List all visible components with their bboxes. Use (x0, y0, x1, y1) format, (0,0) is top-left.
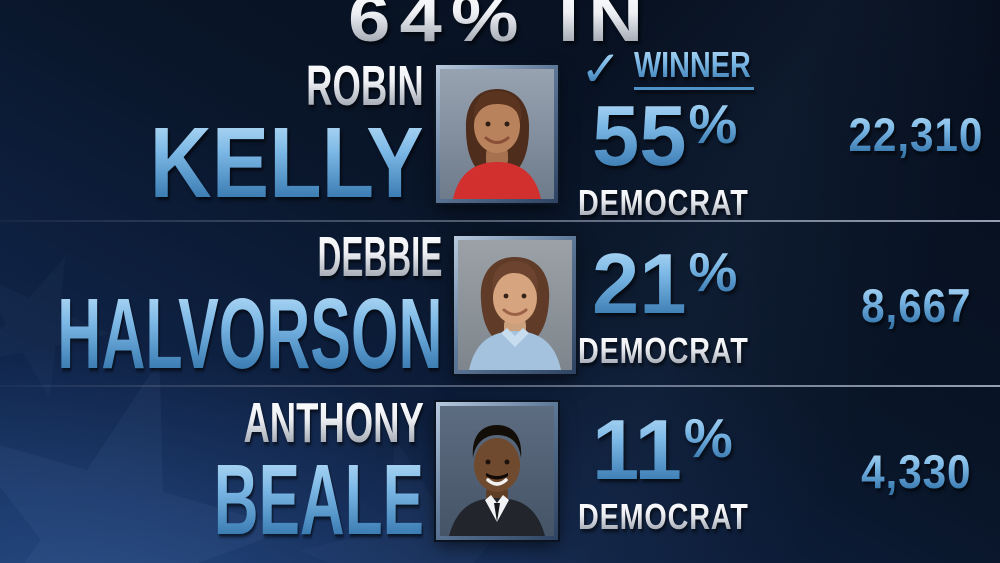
vote-count: 4,330 (838, 392, 994, 550)
party-label: DEMOCRAT (578, 329, 791, 371)
precincts-reporting: 64% IN (0, 0, 1000, 51)
percent-value: 11 (592, 402, 682, 498)
candidate-last-name: BEALE (213, 444, 424, 557)
photo-column (436, 392, 558, 550)
candidate-last-name: HALVORSON (56, 278, 442, 391)
row-divider (0, 385, 1000, 387)
candidate-first-name: DEBBIE (317, 224, 442, 289)
party-name: DEMOCRAT (578, 182, 749, 223)
candidate-name-kelly: ROBIN KELLY (0, 48, 424, 220)
winner-badge: ✓ WINNER (580, 40, 784, 97)
party-label: DEMOCRAT (578, 185, 791, 221)
vote-percentage: 11% (592, 408, 733, 493)
candidate-stats: ✓ WINNER 55% DEMOCRAT (578, 40, 828, 221)
percent-sign: % (688, 240, 738, 303)
candidate-stats: 11% DEMOCRAT (578, 392, 828, 550)
candidate-first-name: ROBIN (306, 53, 424, 118)
vote-percentage: 21% (592, 242, 737, 327)
candidate-name-beale: ANTHONY BEALE (0, 392, 424, 550)
party-name: DEMOCRAT (578, 495, 749, 537)
vote-count-value: 4,330 (860, 444, 972, 498)
candidate-stats: 21% DEMOCRAT (578, 228, 828, 382)
percent-value: 55 (592, 89, 687, 184)
candidate-last-name: KELLY (149, 107, 424, 220)
winner-label: WINNER (633, 47, 754, 90)
party-name: DEMOCRAT (578, 329, 749, 371)
vote-count-value: 22,310 (848, 107, 984, 161)
winner-check-icon: ✓ (580, 40, 622, 97)
candidate-row-beale: ANTHONY BEALE (0, 392, 1000, 550)
candidate-name-halvorson: DEBBIE HALVORSON (0, 224, 442, 391)
row-divider (0, 220, 1000, 222)
percent-sign: % (688, 93, 738, 155)
candidate-photo-kelly (436, 65, 558, 203)
precincts-reporting-text: 64% IN (348, 0, 652, 51)
percent-sign: % (683, 406, 733, 469)
party-label: DEMOCRAT (578, 495, 791, 537)
vote-count-value: 8,667 (860, 278, 972, 332)
percent-value: 21 (592, 236, 687, 332)
candidate-photo-beale (436, 402, 558, 540)
candidate-first-name: ANTHONY (243, 390, 424, 455)
candidate-photo-halvorson (454, 236, 576, 374)
vote-count: 22,310 (838, 48, 994, 220)
vote-count: 8,667 (838, 228, 994, 382)
candidate-row-halvorson: DEBBIE HALVORSON (0, 224, 1000, 391)
vote-percentage: 55% (592, 94, 737, 179)
candidate-row-kelly: ROBIN KELLY (0, 40, 1000, 221)
photo-column (454, 228, 576, 382)
photo-column (436, 48, 558, 220)
